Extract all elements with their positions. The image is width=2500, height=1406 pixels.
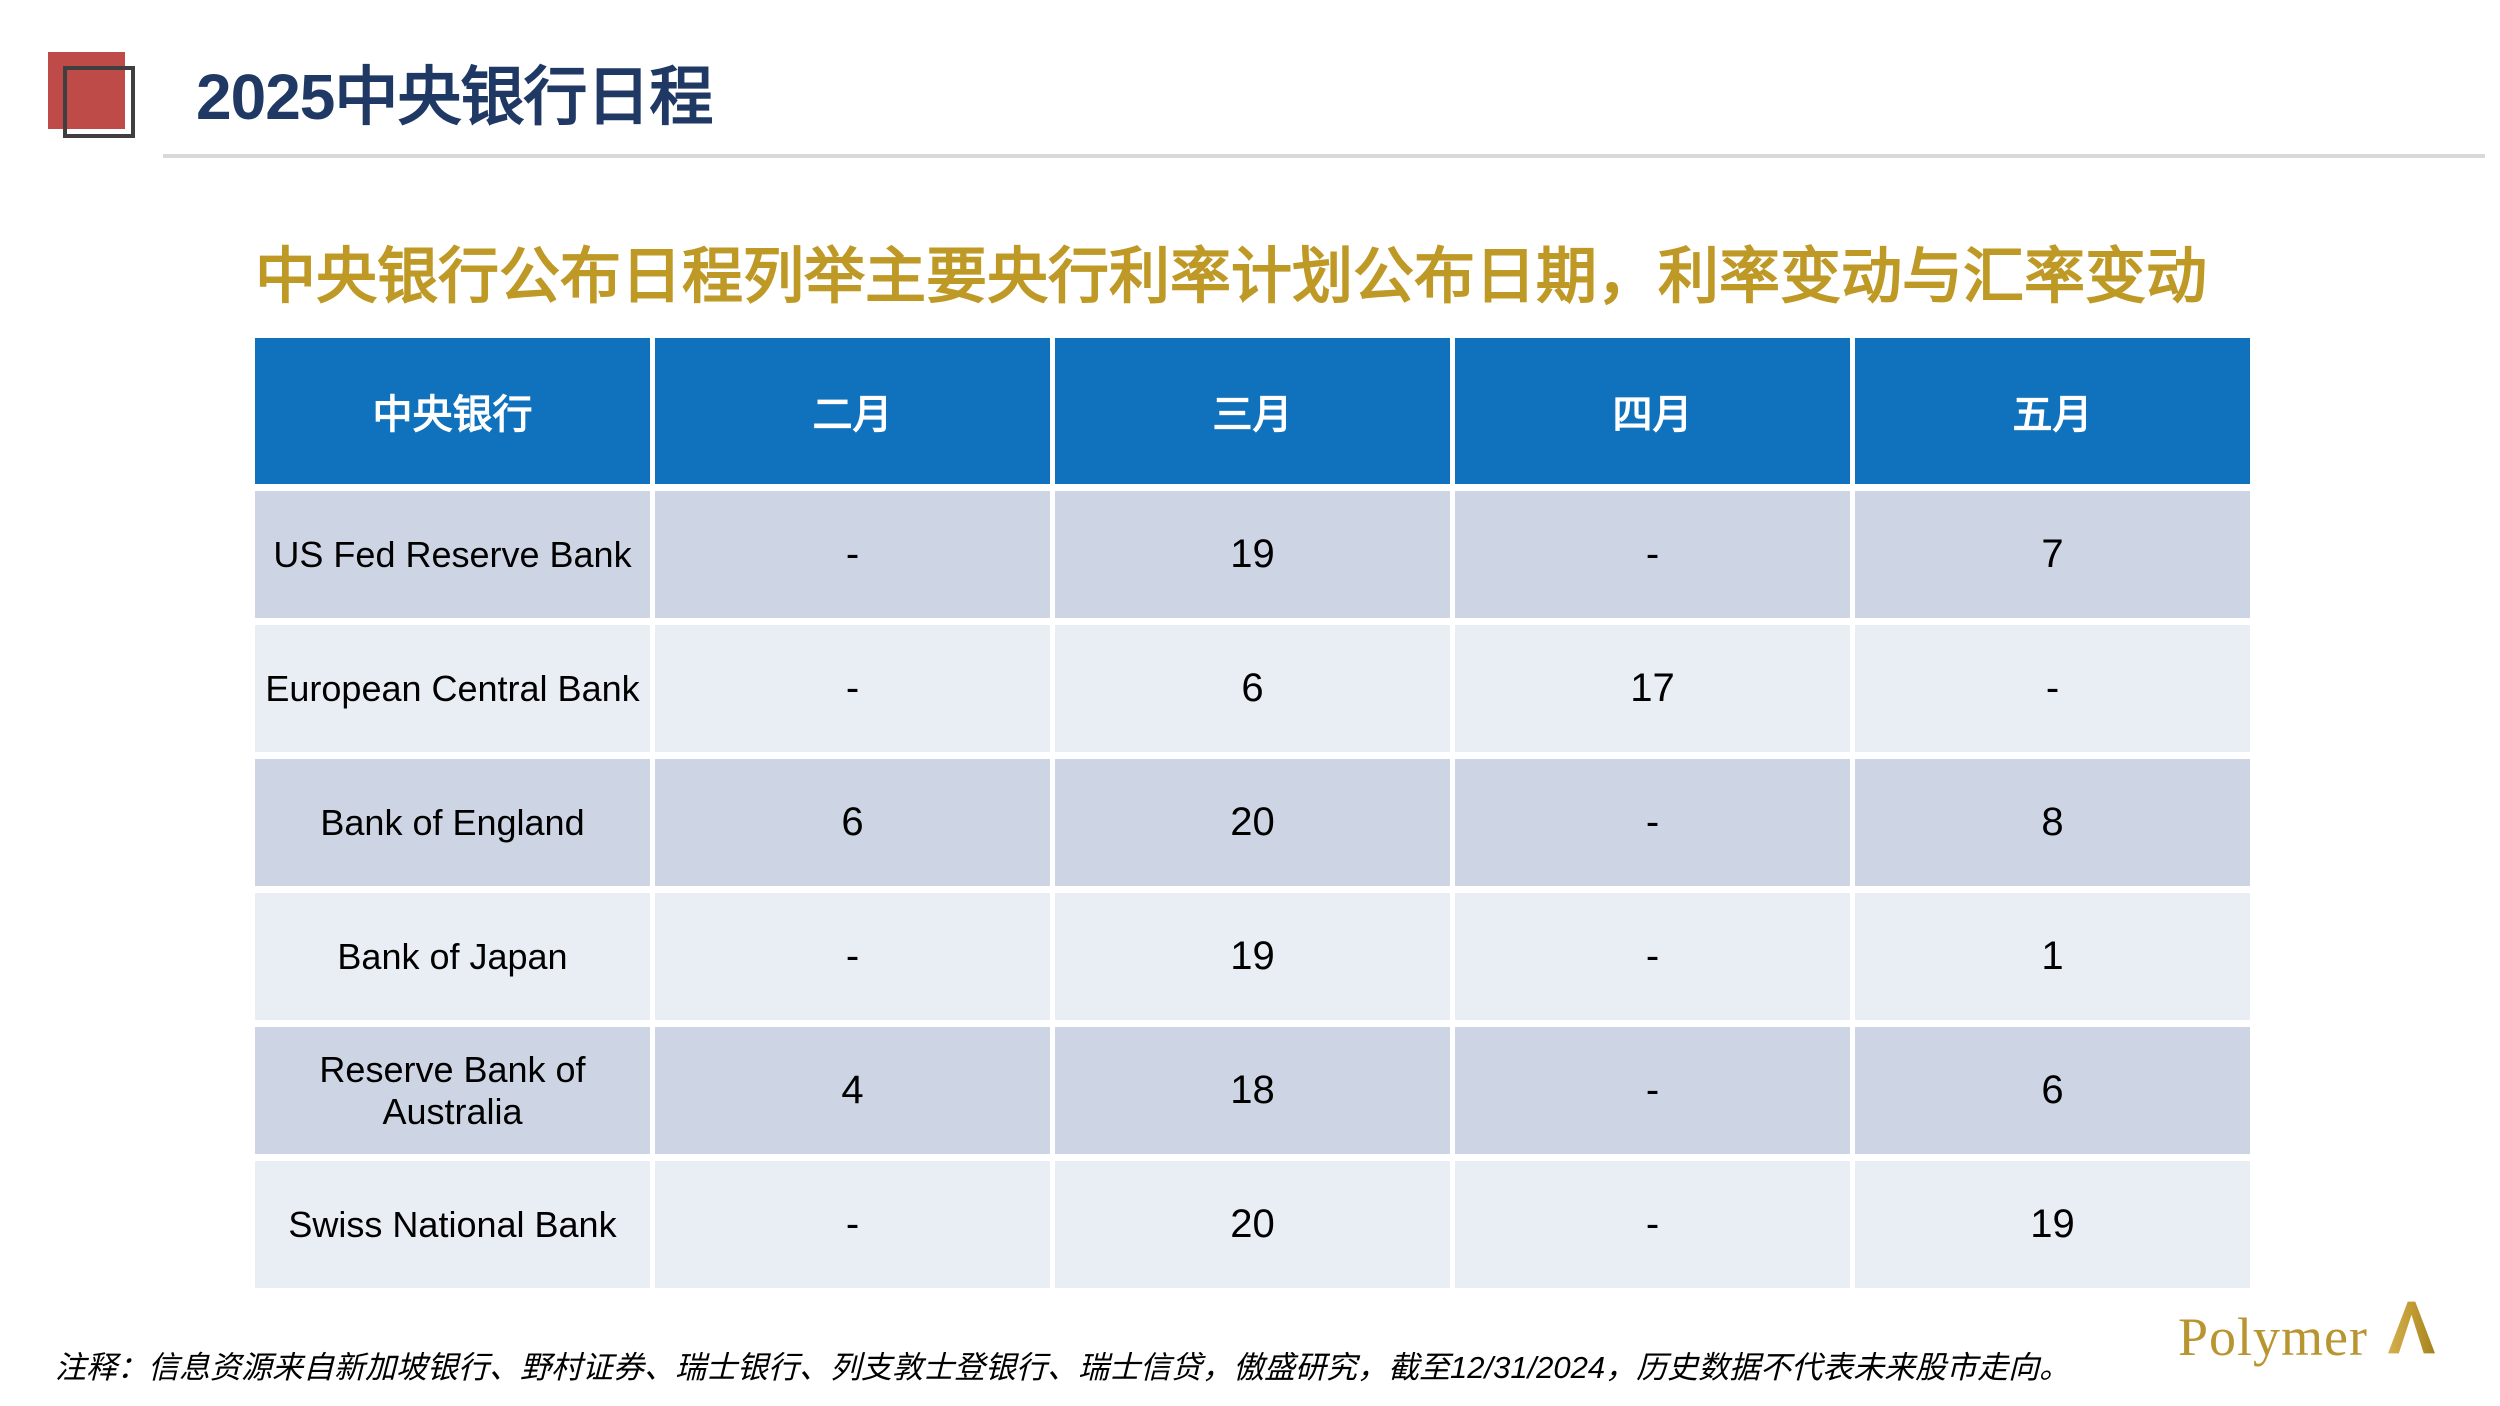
page-title: 2025中央银行日程 bbox=[196, 61, 713, 133]
value-cell: 20 bbox=[1055, 759, 1450, 886]
title-divider-line bbox=[163, 154, 2485, 158]
bank-name-cell: Bank of Japan bbox=[255, 893, 650, 1020]
value-cell: - bbox=[1455, 491, 1850, 618]
value-cell: 1 bbox=[1855, 893, 2250, 1020]
slide-subtitle: 中央银行公布日程列举主要央行利率计划公布日期，利率变动与汇率变动 bbox=[255, 242, 2208, 310]
column-header-apr: 四月 bbox=[1455, 338, 1850, 484]
outlined-square-decoration bbox=[63, 66, 135, 138]
value-cell: 19 bbox=[1055, 491, 1450, 618]
value-cell: 18 bbox=[1055, 1027, 1450, 1154]
value-cell: - bbox=[655, 1161, 1050, 1288]
value-cell: 19 bbox=[1055, 893, 1450, 1020]
value-cell: - bbox=[655, 625, 1050, 752]
value-cell: - bbox=[1455, 1027, 1850, 1154]
value-cell: - bbox=[655, 491, 1050, 618]
column-header-may: 五月 bbox=[1855, 338, 2250, 484]
value-cell: 7 bbox=[1855, 491, 2250, 618]
value-cell: - bbox=[1455, 759, 1850, 886]
bank-name-cell: European Central Bank bbox=[255, 625, 650, 752]
value-cell: - bbox=[1855, 625, 2250, 752]
value-cell: 6 bbox=[655, 759, 1050, 886]
bank-name-cell: Swiss National Bank bbox=[255, 1161, 650, 1288]
polymer-logo-text: Polymer bbox=[2178, 1307, 2368, 1367]
value-cell: - bbox=[655, 893, 1050, 1020]
value-cell: - bbox=[1455, 893, 1850, 1020]
bank-name-cell: Bank of England bbox=[255, 759, 650, 886]
column-header-bank: 中央银行 bbox=[255, 338, 650, 484]
value-cell: - bbox=[1455, 1161, 1850, 1288]
bank-name-cell: Reserve Bank of Australia bbox=[255, 1027, 650, 1154]
value-cell: 19 bbox=[1855, 1161, 2250, 1288]
central-bank-calendar-table: 中央银行 二月 三月 四月 五月 US Fed Reserve Bank - 1… bbox=[255, 338, 2250, 1288]
source-footnote: 注释：信息资源来自新加坡银行、野村证券、瑞士银行、列支敦士登银行、瑞士信贷，傲盛… bbox=[55, 1350, 2071, 1385]
bank-name-cell: US Fed Reserve Bank bbox=[255, 491, 650, 618]
red-square-decoration bbox=[48, 52, 125, 129]
value-cell: 4 bbox=[655, 1027, 1050, 1154]
value-cell: 17 bbox=[1455, 625, 1850, 752]
value-cell: 6 bbox=[1055, 625, 1450, 752]
polymer-lambda-logo-icon bbox=[2388, 1301, 2435, 1354]
value-cell: 8 bbox=[1855, 759, 2250, 886]
column-header-feb: 二月 bbox=[655, 338, 1050, 484]
value-cell: 6 bbox=[1855, 1027, 2250, 1154]
value-cell: 20 bbox=[1055, 1161, 1450, 1288]
column-header-mar: 三月 bbox=[1055, 338, 1450, 484]
